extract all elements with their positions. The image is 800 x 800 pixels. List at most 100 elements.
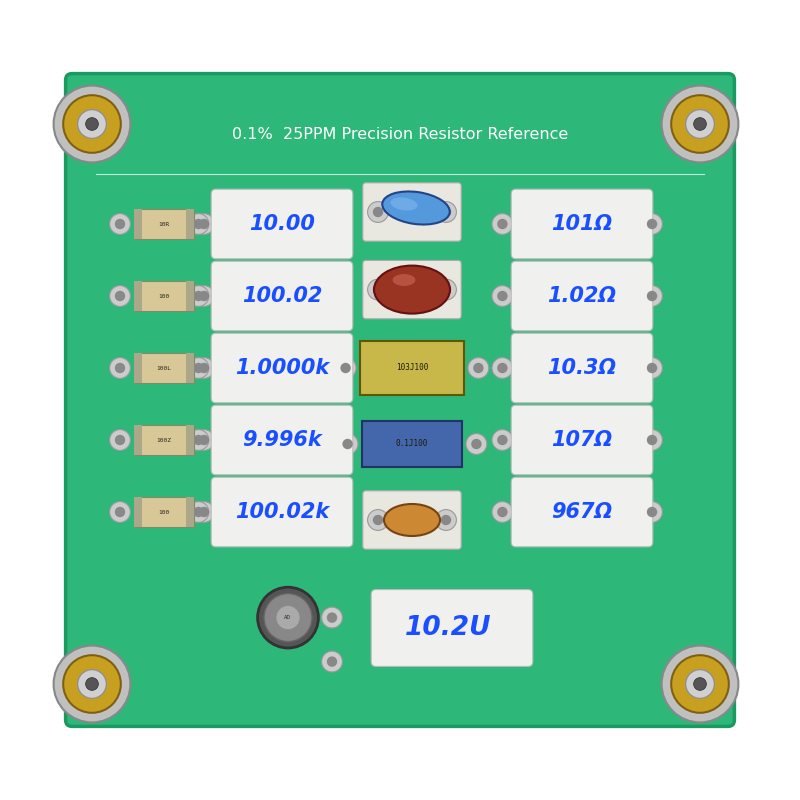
Bar <box>186 497 194 527</box>
Text: 100.02k: 100.02k <box>235 502 329 522</box>
Text: 0.1J100: 0.1J100 <box>396 439 428 449</box>
Text: 967Ω: 967Ω <box>551 502 613 522</box>
Text: 1.02Ω: 1.02Ω <box>547 286 617 306</box>
Bar <box>362 421 462 467</box>
Circle shape <box>188 214 209 234</box>
FancyBboxPatch shape <box>211 477 353 547</box>
Circle shape <box>498 363 507 373</box>
Bar <box>186 353 194 383</box>
Circle shape <box>326 613 338 622</box>
Bar <box>134 425 142 455</box>
Ellipse shape <box>393 274 415 286</box>
Circle shape <box>694 678 706 690</box>
Circle shape <box>492 214 513 234</box>
Circle shape <box>686 670 714 698</box>
Circle shape <box>86 118 98 130</box>
Bar <box>134 353 194 383</box>
Circle shape <box>646 291 658 302</box>
Bar <box>134 281 194 311</box>
FancyBboxPatch shape <box>211 190 353 258</box>
Ellipse shape <box>390 198 418 210</box>
Circle shape <box>54 86 130 162</box>
Circle shape <box>492 430 513 450</box>
Circle shape <box>338 434 358 454</box>
FancyBboxPatch shape <box>363 490 461 549</box>
Circle shape <box>322 607 342 628</box>
Circle shape <box>367 202 389 222</box>
Circle shape <box>642 430 662 450</box>
FancyBboxPatch shape <box>371 590 533 666</box>
Circle shape <box>474 363 484 373</box>
Circle shape <box>326 656 338 666</box>
Text: 100: 100 <box>158 294 170 298</box>
Circle shape <box>199 435 210 445</box>
Circle shape <box>194 363 203 373</box>
Circle shape <box>662 86 738 162</box>
Circle shape <box>441 206 451 218</box>
Circle shape <box>199 507 210 517</box>
Circle shape <box>367 279 389 300</box>
Circle shape <box>335 358 356 378</box>
Bar <box>134 497 142 527</box>
Text: 9.996k: 9.996k <box>242 430 322 450</box>
Circle shape <box>646 507 658 517</box>
Circle shape <box>110 286 130 306</box>
Circle shape <box>671 655 729 713</box>
Circle shape <box>264 594 312 642</box>
FancyBboxPatch shape <box>211 261 353 331</box>
Circle shape <box>194 291 203 302</box>
Circle shape <box>188 286 209 306</box>
Text: 100L: 100L <box>157 366 171 370</box>
FancyBboxPatch shape <box>511 477 653 547</box>
Circle shape <box>492 502 513 522</box>
Circle shape <box>341 363 350 373</box>
Text: 1.0000k: 1.0000k <box>235 358 329 378</box>
Circle shape <box>671 95 729 153</box>
Circle shape <box>194 435 203 445</box>
Bar <box>134 497 194 527</box>
Circle shape <box>110 430 130 450</box>
Text: AD: AD <box>285 615 291 620</box>
Circle shape <box>110 214 130 234</box>
Bar <box>134 353 142 383</box>
Text: 101Ω: 101Ω <box>551 214 613 234</box>
Circle shape <box>194 430 214 450</box>
Circle shape <box>115 507 125 517</box>
FancyBboxPatch shape <box>66 74 734 726</box>
Circle shape <box>322 651 342 672</box>
Circle shape <box>441 515 451 525</box>
Circle shape <box>466 434 486 454</box>
Circle shape <box>115 363 125 373</box>
Circle shape <box>642 214 662 234</box>
Circle shape <box>63 95 121 153</box>
Circle shape <box>110 358 130 378</box>
FancyBboxPatch shape <box>211 333 353 402</box>
Text: 100Z: 100Z <box>157 438 171 442</box>
Circle shape <box>194 214 214 234</box>
Bar <box>134 209 194 239</box>
Text: 107Ω: 107Ω <box>551 430 613 450</box>
Ellipse shape <box>374 266 450 314</box>
Circle shape <box>373 515 383 525</box>
Circle shape <box>194 507 203 517</box>
Bar <box>134 209 142 239</box>
Circle shape <box>436 510 456 530</box>
Circle shape <box>194 286 214 306</box>
Text: 103J100: 103J100 <box>396 363 428 373</box>
Text: 0.1%  25PPM Precision Resistor Reference: 0.1% 25PPM Precision Resistor Reference <box>232 127 568 142</box>
Circle shape <box>199 363 210 373</box>
Circle shape <box>498 218 507 230</box>
Circle shape <box>115 218 125 230</box>
Bar <box>134 281 142 311</box>
Circle shape <box>188 430 209 450</box>
Circle shape <box>194 502 214 522</box>
FancyBboxPatch shape <box>511 190 653 258</box>
FancyBboxPatch shape <box>511 333 653 402</box>
Ellipse shape <box>382 191 450 225</box>
Text: 10R: 10R <box>158 222 170 226</box>
Circle shape <box>86 678 98 690</box>
Circle shape <box>194 218 203 230</box>
Circle shape <box>199 291 210 302</box>
Circle shape <box>662 646 738 722</box>
Circle shape <box>367 510 389 530</box>
